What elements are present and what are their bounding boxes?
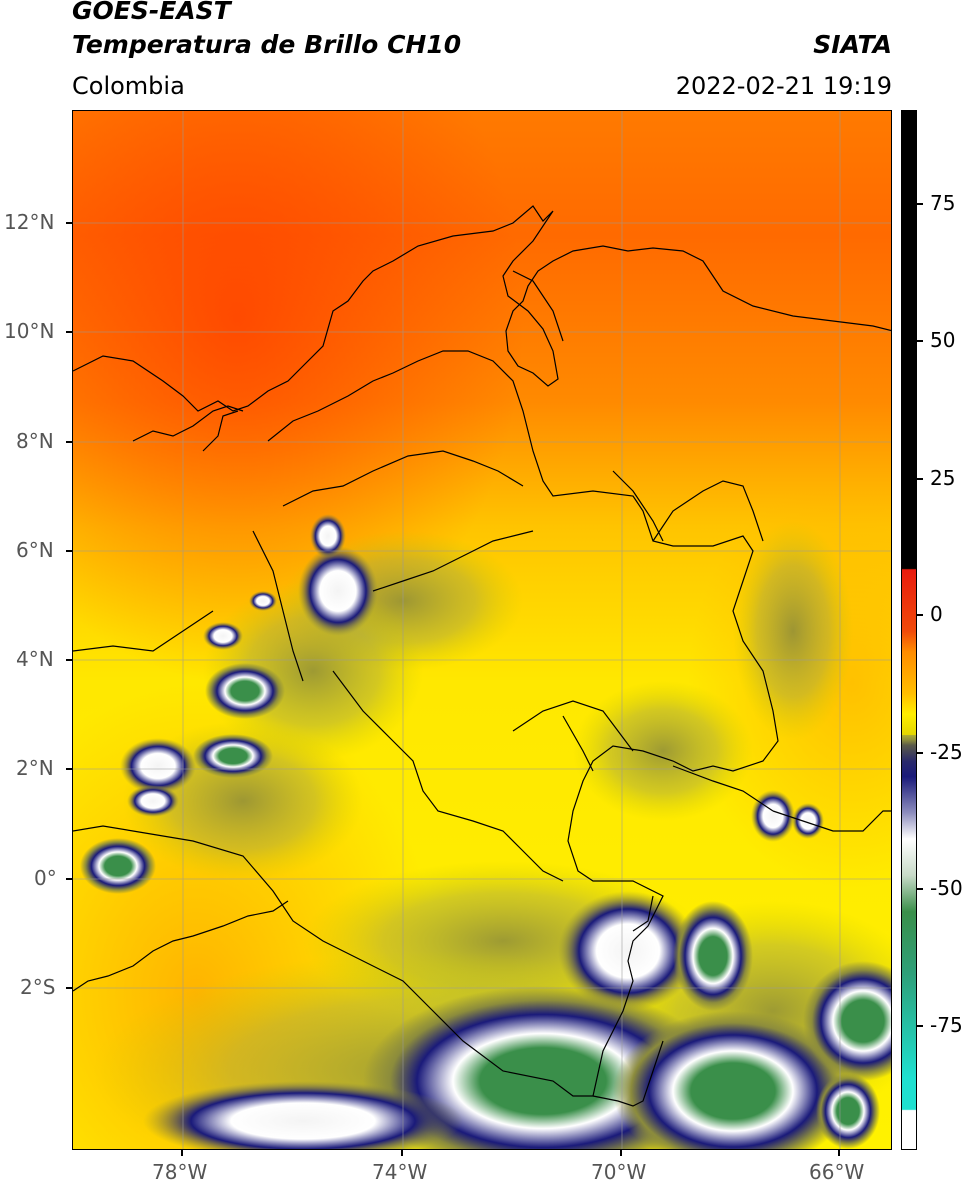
- lon-tick-label: 70°W: [591, 1160, 647, 1184]
- lat-tick-label: 2°S: [20, 975, 56, 999]
- lat-tick-label: 0°: [34, 866, 57, 890]
- colorbar-tick-label: 25: [930, 466, 956, 490]
- lat-tick-label: 12°N: [4, 210, 55, 234]
- colorbar-tick-label: 50: [930, 328, 956, 352]
- lat-tick-label: 10°N: [4, 319, 55, 343]
- lat-tick-label: 8°N: [16, 429, 54, 453]
- graticule: [73, 111, 891, 1149]
- product-title: Temperatura de Brillo CH10: [72, 30, 462, 59]
- colorbar-scale: [902, 111, 916, 1149]
- colorbar-tick-label: -25: [930, 740, 963, 764]
- datetime-label: 2022-02-21 19:19: [675, 72, 892, 100]
- lat-tick-label: 2°N: [16, 756, 54, 780]
- colorbar-tick-label: -50: [930, 876, 963, 900]
- lon-tick-label: 66°W: [809, 1160, 865, 1184]
- agency-label: SIATA: [813, 30, 892, 59]
- satellite-title: GOES-EAST: [72, 0, 231, 25]
- satellite-map[interactable]: [72, 110, 892, 1150]
- lat-tick-label: 4°N: [16, 647, 54, 671]
- lon-tick-label: 74°W: [372, 1160, 428, 1184]
- coastlines-and-borders: [73, 205, 891, 1107]
- brightness-temperature-field: [73, 111, 891, 1149]
- lat-tick-label: 6°N: [16, 538, 54, 562]
- colorbar-tick-label: 75: [930, 191, 956, 215]
- colorbar-tick-label: 0: [930, 602, 943, 626]
- colorbar-tick-label: -75: [930, 1013, 963, 1037]
- region-label: Colombia: [72, 72, 185, 100]
- lon-tick-label: 78°W: [152, 1160, 208, 1184]
- colorbar: [901, 110, 917, 1150]
